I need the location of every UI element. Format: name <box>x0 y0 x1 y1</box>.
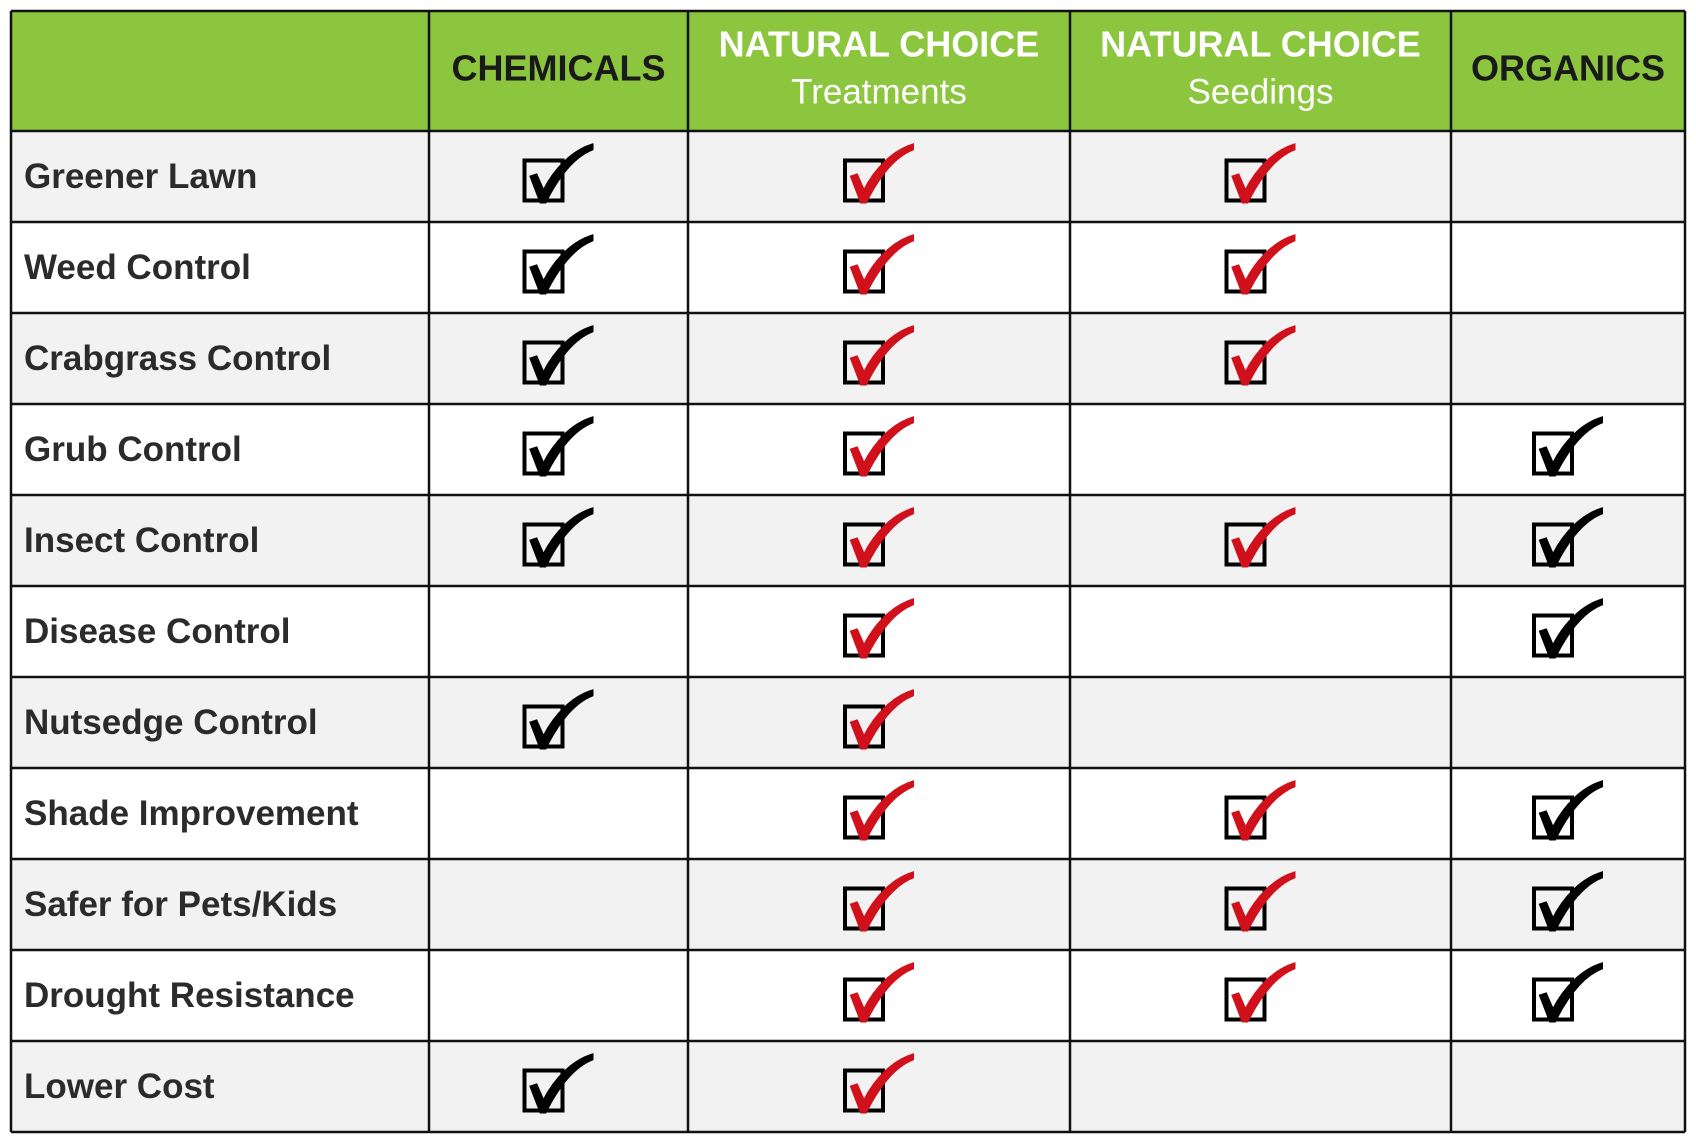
check-tick <box>529 689 594 750</box>
checkmark <box>843 234 914 295</box>
checkmark <box>1532 598 1603 659</box>
checkmark <box>1224 143 1296 204</box>
checkmark <box>1224 507 1296 568</box>
checkmark <box>1532 871 1603 932</box>
checkmark <box>843 507 914 568</box>
row-background <box>11 222 1685 313</box>
check-tick <box>1538 507 1603 568</box>
check-tick <box>849 962 914 1023</box>
check-tick <box>1231 507 1296 568</box>
check-tick <box>1231 325 1296 386</box>
checkmark <box>1224 325 1296 386</box>
checkmark <box>522 689 594 750</box>
checkmark <box>843 1053 914 1114</box>
row-label: Insect Control <box>24 521 259 560</box>
checkmark <box>843 325 914 386</box>
column-subtitle: Treatments <box>791 72 967 111</box>
row-label: Weed Control <box>24 248 251 287</box>
row-label: Grub Control <box>24 430 242 469</box>
checkmark <box>843 416 914 477</box>
row-label: Shade Improvement <box>24 794 359 833</box>
check-tick <box>849 325 914 386</box>
checkmark <box>522 1053 594 1114</box>
checkmark <box>843 689 914 750</box>
check-tick <box>529 234 594 295</box>
row-label: Greener Lawn <box>24 157 257 196</box>
row-background <box>11 677 1685 768</box>
row-background <box>11 495 1685 586</box>
check-tick <box>529 507 594 568</box>
checkmark <box>522 143 594 204</box>
header-background <box>11 11 1685 131</box>
row-label: Crabgrass Control <box>24 339 331 378</box>
checkmark <box>1224 871 1296 932</box>
check-tick <box>1231 962 1296 1023</box>
column-title: ORGANICS <box>1471 48 1665 89</box>
checkmark <box>843 871 914 932</box>
checkmark <box>522 507 594 568</box>
row-label: Lower Cost <box>24 1067 215 1106</box>
row-label: Disease Control <box>24 612 290 651</box>
row-label: Nutsedge Control <box>24 703 318 742</box>
checkmark <box>843 598 914 659</box>
check-tick <box>849 507 914 568</box>
check-tick <box>849 598 914 659</box>
check-tick <box>1231 143 1296 204</box>
row-background <box>11 859 1685 950</box>
checkmark <box>1224 962 1296 1023</box>
check-tick <box>849 234 914 295</box>
check-tick <box>529 1053 594 1114</box>
row-background <box>11 313 1685 404</box>
checkmark <box>843 962 914 1023</box>
check-tick <box>1538 598 1603 659</box>
check-tick <box>849 780 914 841</box>
check-tick <box>1538 871 1603 932</box>
check-tick <box>849 143 914 204</box>
checkmark <box>522 416 594 477</box>
check-tick <box>1231 234 1296 295</box>
check-tick <box>849 871 914 932</box>
checkmark <box>1532 962 1603 1023</box>
column-title: NATURAL CHOICE <box>719 24 1040 65</box>
check-tick <box>1538 962 1603 1023</box>
check-tick <box>529 325 594 386</box>
column-subtitle: Seedings <box>1188 72 1334 111</box>
row-background <box>11 950 1685 1041</box>
row-label: Drought Resistance <box>24 976 355 1015</box>
checkmark <box>522 234 594 295</box>
checkmark <box>1532 507 1603 568</box>
checkmark <box>843 143 914 204</box>
checkmark <box>1224 234 1296 295</box>
row-background <box>11 404 1685 495</box>
checkmark <box>522 325 594 386</box>
check-tick <box>1231 871 1296 932</box>
column-title: NATURAL CHOICE <box>1100 24 1421 65</box>
check-tick <box>1231 780 1296 841</box>
row-background <box>11 1041 1685 1132</box>
checkmark <box>1532 416 1603 477</box>
column-title: CHEMICALS <box>452 48 666 89</box>
check-tick <box>849 416 914 477</box>
check-tick <box>529 143 594 204</box>
check-tick <box>529 416 594 477</box>
checkmark <box>1224 780 1296 841</box>
check-tick <box>849 689 914 750</box>
row-background <box>11 768 1685 859</box>
row-background <box>11 586 1685 677</box>
check-tick <box>1538 416 1603 477</box>
check-tick <box>1538 780 1603 841</box>
checkmark <box>1532 780 1603 841</box>
row-label: Safer for Pets/Kids <box>24 885 337 924</box>
checkmark <box>843 780 914 841</box>
check-tick <box>849 1053 914 1114</box>
row-background <box>11 131 1685 222</box>
